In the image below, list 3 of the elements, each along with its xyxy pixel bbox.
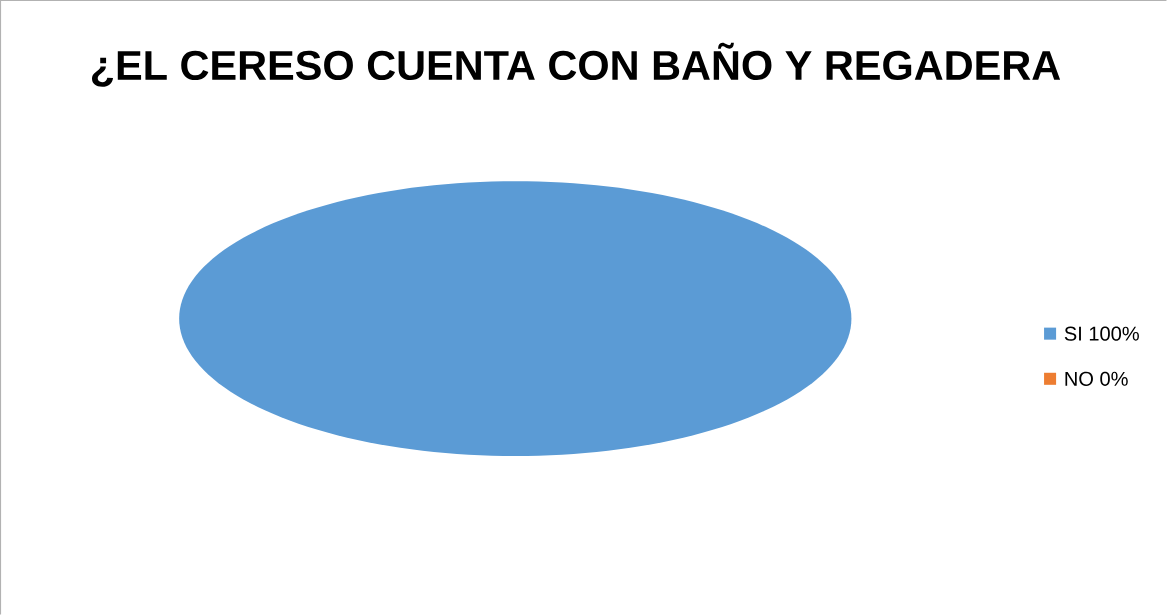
legend-label: SI 100% [1064, 326, 1139, 341]
chart-title: ¿EL CERESO CUENTA CON BAÑO Y REGADERA [91, 42, 1061, 87]
legend-label: NO 0% [1065, 371, 1128, 386]
